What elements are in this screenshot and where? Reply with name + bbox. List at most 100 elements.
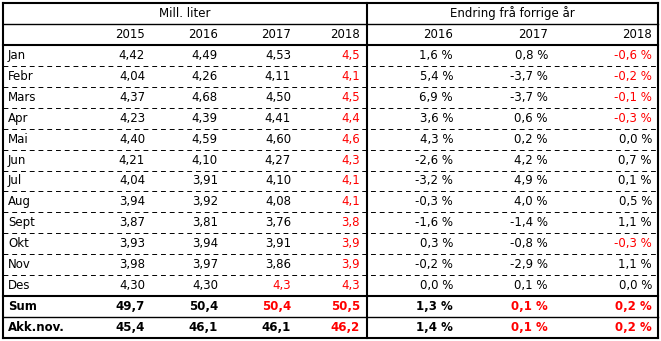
Text: Des: Des — [8, 279, 30, 292]
Text: 3,8: 3,8 — [342, 216, 360, 229]
Text: 4,30: 4,30 — [119, 279, 145, 292]
Text: 2016: 2016 — [188, 28, 218, 41]
Text: 3,6 %: 3,6 % — [420, 112, 453, 125]
Text: Aug: Aug — [8, 195, 31, 208]
Text: Mai: Mai — [8, 133, 28, 146]
Text: -1,6 %: -1,6 % — [415, 216, 453, 229]
Text: 4,23: 4,23 — [119, 112, 145, 125]
Text: Jan: Jan — [8, 49, 26, 62]
Text: 1,1 %: 1,1 % — [619, 258, 652, 271]
Text: 4,27: 4,27 — [265, 153, 291, 166]
Text: 0,3 %: 0,3 % — [420, 237, 453, 250]
Text: 5,4 %: 5,4 % — [420, 70, 453, 83]
Text: 49,7: 49,7 — [116, 300, 145, 313]
Text: 0,0 %: 0,0 % — [619, 133, 652, 146]
Text: 4,4: 4,4 — [341, 112, 360, 125]
Text: -0,2 %: -0,2 % — [415, 258, 453, 271]
Text: 3,87: 3,87 — [119, 216, 145, 229]
Text: -1,4 %: -1,4 % — [510, 216, 548, 229]
Text: 3,86: 3,86 — [265, 258, 291, 271]
Text: 50,4: 50,4 — [189, 300, 218, 313]
Text: 0,6 %: 0,6 % — [514, 112, 548, 125]
Text: 1,4 %: 1,4 % — [416, 321, 453, 334]
Text: 4,9 %: 4,9 % — [514, 175, 548, 188]
Text: 4,10: 4,10 — [265, 175, 291, 188]
Text: 4,3: 4,3 — [341, 279, 360, 292]
Text: 3,92: 3,92 — [192, 195, 218, 208]
Text: 4,50: 4,50 — [265, 91, 291, 104]
Text: 0,0 %: 0,0 % — [619, 279, 652, 292]
Text: 0,8 %: 0,8 % — [515, 49, 548, 62]
Text: Sept: Sept — [8, 216, 35, 229]
Text: 4,49: 4,49 — [192, 49, 218, 62]
Text: -0,3 %: -0,3 % — [614, 112, 652, 125]
Text: -0,2 %: -0,2 % — [614, 70, 652, 83]
Text: 4,26: 4,26 — [192, 70, 218, 83]
Text: Febr: Febr — [8, 70, 34, 83]
Text: 50,4: 50,4 — [262, 300, 291, 313]
Text: 4,2 %: 4,2 % — [514, 153, 548, 166]
Text: 4,30: 4,30 — [192, 279, 218, 292]
Text: 3,94: 3,94 — [119, 195, 145, 208]
Text: Apr: Apr — [8, 112, 28, 125]
Text: 3,93: 3,93 — [119, 237, 145, 250]
Text: 1,1 %: 1,1 % — [619, 216, 652, 229]
Text: 4,21: 4,21 — [119, 153, 145, 166]
Text: 2017: 2017 — [261, 28, 291, 41]
Text: -0,3 %: -0,3 % — [415, 195, 453, 208]
Text: Sum: Sum — [8, 300, 37, 313]
Text: 4,41: 4,41 — [265, 112, 291, 125]
Text: 3,81: 3,81 — [192, 216, 218, 229]
Text: -2,9 %: -2,9 % — [510, 258, 548, 271]
Text: 3,9: 3,9 — [341, 237, 360, 250]
Text: 0,1 %: 0,1 % — [619, 175, 652, 188]
Text: -3,7 %: -3,7 % — [510, 70, 548, 83]
Text: 3,97: 3,97 — [192, 258, 218, 271]
Text: -0,8 %: -0,8 % — [510, 237, 548, 250]
Text: 4,0 %: 4,0 % — [514, 195, 548, 208]
Text: 4,1: 4,1 — [341, 175, 360, 188]
Text: Akk.nov.: Akk.nov. — [8, 321, 65, 334]
Text: 45,4: 45,4 — [116, 321, 145, 334]
Text: Jul: Jul — [8, 175, 22, 188]
Text: 4,42: 4,42 — [119, 49, 145, 62]
Text: 0,1 %: 0,1 % — [514, 279, 548, 292]
Text: 3,91: 3,91 — [192, 175, 218, 188]
Text: -3,2 %: -3,2 % — [415, 175, 453, 188]
Text: 4,11: 4,11 — [265, 70, 291, 83]
Text: 4,68: 4,68 — [192, 91, 218, 104]
Text: 4,1: 4,1 — [341, 195, 360, 208]
Text: 4,5: 4,5 — [341, 49, 360, 62]
Text: 0,7 %: 0,7 % — [619, 153, 652, 166]
Text: Mars: Mars — [8, 91, 36, 104]
Text: -0,3 %: -0,3 % — [614, 237, 652, 250]
Text: 4,08: 4,08 — [265, 195, 291, 208]
Text: 6,9 %: 6,9 % — [419, 91, 453, 104]
Text: 4,59: 4,59 — [192, 133, 218, 146]
Text: 3,91: 3,91 — [265, 237, 291, 250]
Text: 3,98: 3,98 — [119, 258, 145, 271]
Text: 4,04: 4,04 — [119, 175, 145, 188]
Text: 4,60: 4,60 — [265, 133, 291, 146]
Text: 1,6 %: 1,6 % — [419, 49, 453, 62]
Text: 2017: 2017 — [518, 28, 548, 41]
Text: 0,0 %: 0,0 % — [420, 279, 453, 292]
Text: 4,3 %: 4,3 % — [420, 133, 453, 146]
Text: -0,6 %: -0,6 % — [614, 49, 652, 62]
Text: 4,6: 4,6 — [341, 133, 360, 146]
Text: -2,6 %: -2,6 % — [415, 153, 453, 166]
Text: Mill. liter: Mill. liter — [159, 7, 211, 20]
Text: -0,1 %: -0,1 % — [614, 91, 652, 104]
Text: 3,76: 3,76 — [265, 216, 291, 229]
Text: 4,37: 4,37 — [119, 91, 145, 104]
Text: 0,1 %: 0,1 % — [511, 321, 548, 334]
Text: 4,40: 4,40 — [119, 133, 145, 146]
Text: 4,04: 4,04 — [119, 70, 145, 83]
Text: Endring frå forrige år: Endring frå forrige år — [450, 6, 575, 20]
Text: Okt: Okt — [8, 237, 29, 250]
Text: 0,2 %: 0,2 % — [514, 133, 548, 146]
Text: 2015: 2015 — [115, 28, 145, 41]
Text: 2018: 2018 — [330, 28, 360, 41]
Text: 4,5: 4,5 — [341, 91, 360, 104]
Text: 4,1: 4,1 — [341, 70, 360, 83]
